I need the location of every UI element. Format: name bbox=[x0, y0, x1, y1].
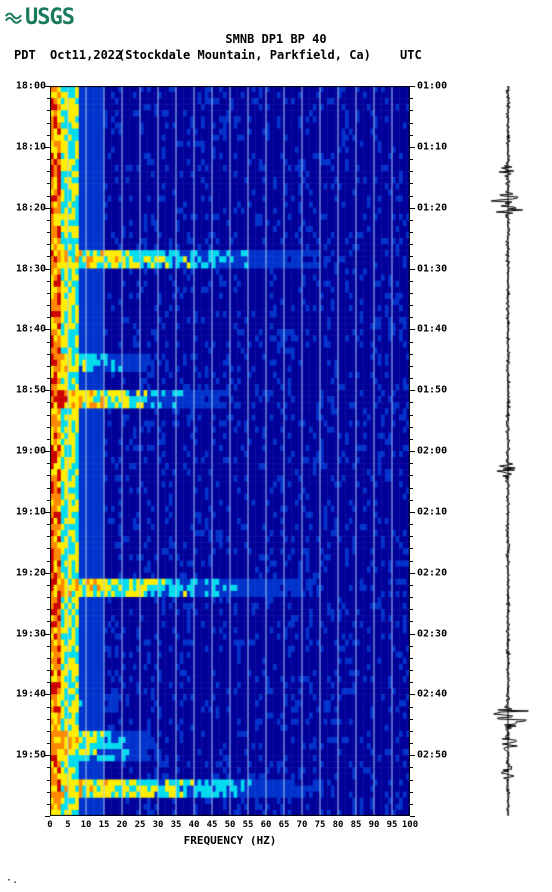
y-left-tick: 19:20 bbox=[16, 567, 46, 578]
y-right-tick: 02:20 bbox=[417, 567, 447, 578]
y-left-tick: 18:40 bbox=[16, 324, 46, 335]
y-right-tick: 01:00 bbox=[417, 81, 447, 92]
date-label: Oct11,2022 bbox=[50, 48, 122, 62]
y-left-tick: 19:00 bbox=[16, 446, 46, 457]
y-right-tick: 02:30 bbox=[417, 628, 447, 639]
y-right-tick: 02:00 bbox=[417, 446, 447, 457]
y-left-tick: 19:40 bbox=[16, 689, 46, 700]
x-axis-title: FREQUENCY (HZ) bbox=[50, 834, 410, 847]
x-tick: 0 bbox=[47, 820, 52, 830]
y-left-tick: 19:50 bbox=[16, 750, 46, 761]
x-tick: 100 bbox=[402, 820, 418, 830]
x-tick: 50 bbox=[225, 820, 236, 830]
y-right-tick: 01:20 bbox=[417, 202, 447, 213]
x-axis-labels: 0510152025303540455055606570758085909510… bbox=[50, 820, 410, 834]
x-tick: 40 bbox=[189, 820, 200, 830]
x-tick: 70 bbox=[297, 820, 308, 830]
y-left-tick: 18:50 bbox=[16, 385, 46, 396]
y-axis-right-labels: 01:0001:1001:2001:3001:4001:5002:0002:10… bbox=[415, 86, 460, 816]
y-left-tick: 18:10 bbox=[16, 141, 46, 152]
seismogram-trace bbox=[478, 86, 538, 816]
y-right-tick: 02:50 bbox=[417, 750, 447, 761]
y-left-tick: 18:00 bbox=[16, 81, 46, 92]
spectrogram-chart bbox=[50, 86, 410, 816]
x-tick: 35 bbox=[171, 820, 182, 830]
x-tick: 15 bbox=[99, 820, 110, 830]
y-right-tick: 01:50 bbox=[417, 385, 447, 396]
x-tick: 90 bbox=[369, 820, 380, 830]
usgs-logo: USGS bbox=[5, 5, 74, 30]
pdt-label: PDT bbox=[14, 48, 36, 62]
x-tick: 55 bbox=[243, 820, 254, 830]
x-tick: 80 bbox=[333, 820, 344, 830]
x-tick: 85 bbox=[351, 820, 362, 830]
y-left-tick: 19:10 bbox=[16, 506, 46, 517]
x-tick: 60 bbox=[261, 820, 272, 830]
station-label: (Stockdale Mountain, Parkfield, Ca) bbox=[118, 48, 371, 62]
y-right-tick: 01:30 bbox=[417, 263, 447, 274]
x-tick: 10 bbox=[81, 820, 92, 830]
y-axis-left-labels: 18:0018:1018:2018:3018:4018:5019:0019:10… bbox=[0, 86, 48, 816]
y-right-tick: 01:10 bbox=[417, 141, 447, 152]
x-tick: 75 bbox=[315, 820, 326, 830]
x-tick: 65 bbox=[279, 820, 290, 830]
y-left-tick: 18:20 bbox=[16, 202, 46, 213]
x-tick: 25 bbox=[135, 820, 146, 830]
x-tick: 30 bbox=[153, 820, 164, 830]
y-right-tick: 02:40 bbox=[417, 689, 447, 700]
utc-label: UTC bbox=[400, 48, 422, 62]
y-right-tick: 01:40 bbox=[417, 324, 447, 335]
x-tick: 5 bbox=[65, 820, 70, 830]
x-tick: 45 bbox=[207, 820, 218, 830]
y-right-tick: 02:10 bbox=[417, 506, 447, 517]
y-left-tick: 19:30 bbox=[16, 628, 46, 639]
x-tick: 95 bbox=[387, 820, 398, 830]
chart-title: SMNB DP1 BP 40 bbox=[0, 32, 552, 46]
corner-mark: ·. bbox=[6, 875, 18, 886]
y-left-tick: 18:30 bbox=[16, 263, 46, 274]
x-tick: 20 bbox=[117, 820, 128, 830]
logo-text: USGS bbox=[25, 5, 74, 30]
wave-icon bbox=[5, 9, 23, 27]
